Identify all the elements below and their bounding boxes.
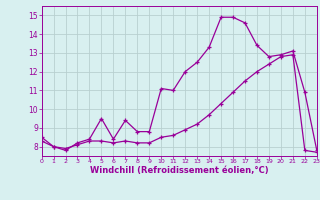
X-axis label: Windchill (Refroidissement éolien,°C): Windchill (Refroidissement éolien,°C) [90, 166, 268, 175]
